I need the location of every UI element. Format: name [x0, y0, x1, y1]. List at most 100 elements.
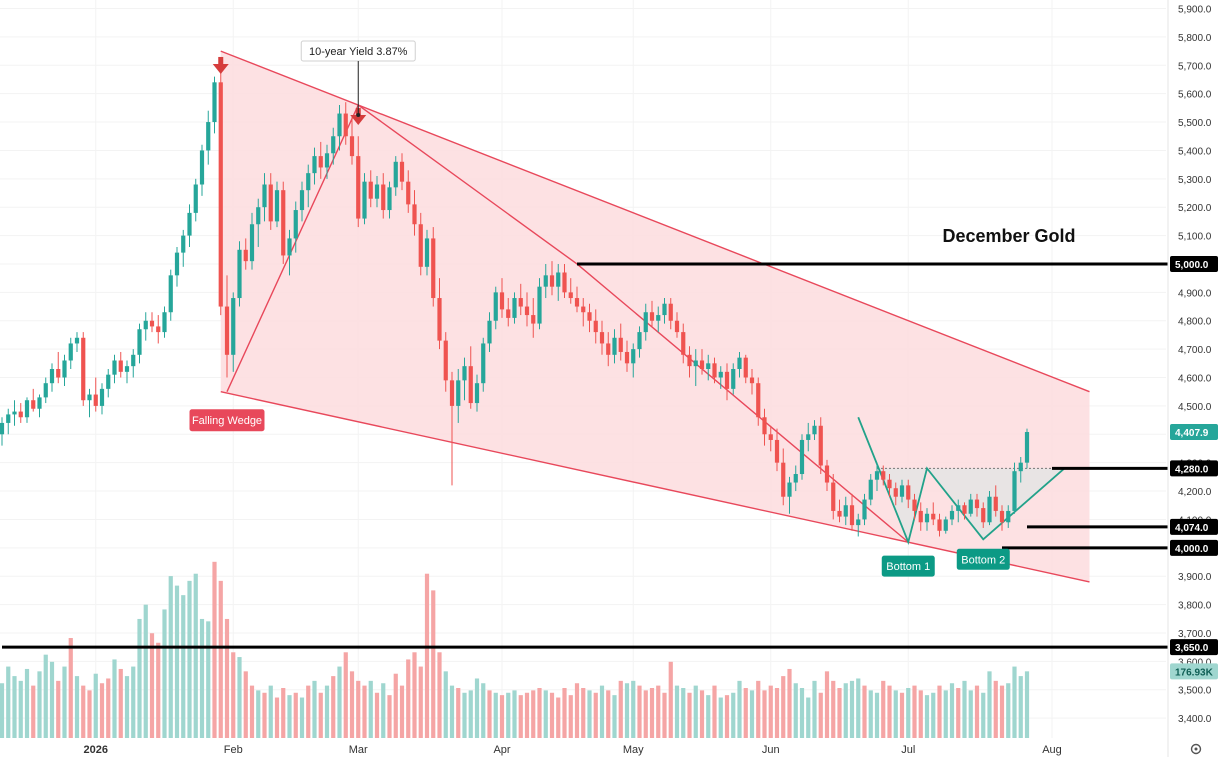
candle-up[interactable] — [43, 383, 48, 398]
candle-up[interactable] — [637, 332, 642, 350]
candle-down[interactable] — [687, 354, 692, 367]
wedge-wave-path[interactable] — [226, 103, 909, 543]
candle-up[interactable] — [6, 414, 11, 423]
candle-down[interactable] — [318, 156, 323, 168]
candle-down[interactable] — [149, 320, 155, 327]
candle-up[interactable] — [131, 354, 136, 367]
candle-down[interactable] — [912, 499, 917, 511]
candle-up[interactable] — [474, 383, 480, 404]
candle-down[interactable] — [587, 312, 592, 321]
candle-up[interactable] — [143, 320, 148, 330]
candle-up[interactable] — [68, 343, 73, 361]
candle-up[interactable] — [793, 474, 798, 483]
candle-down[interactable] — [562, 272, 567, 293]
candle-down[interactable] — [531, 315, 536, 324]
candle-up[interactable] — [212, 82, 217, 123]
candle-up[interactable] — [874, 471, 880, 480]
candle-down[interactable] — [681, 332, 686, 355]
candle-down[interactable] — [674, 320, 680, 333]
candle-down[interactable] — [581, 306, 586, 313]
candle-up[interactable] — [387, 187, 392, 211]
candle-up[interactable] — [256, 207, 261, 225]
candle-down[interactable] — [818, 425, 823, 466]
candle-up[interactable] — [12, 411, 17, 415]
candle-down[interactable] — [756, 383, 761, 418]
candle-up[interactable] — [799, 439, 805, 475]
candle-down[interactable] — [618, 337, 623, 352]
candle-down[interactable] — [624, 351, 630, 364]
candle-up[interactable] — [543, 275, 548, 287]
candle-up[interactable] — [662, 303, 667, 316]
candle-up[interactable] — [656, 315, 661, 321]
candle-down[interactable] — [768, 434, 773, 440]
candle-up[interactable] — [162, 312, 167, 333]
candle-up[interactable] — [812, 425, 817, 435]
candle-down[interactable] — [568, 292, 573, 299]
candle-up[interactable] — [487, 320, 492, 344]
candle-down[interactable] — [962, 505, 967, 514]
candle-up[interactable] — [556, 272, 561, 287]
candle-down[interactable] — [668, 303, 673, 321]
candle-down[interactable] — [224, 306, 230, 355]
candle-up[interactable] — [362, 181, 367, 219]
candle-up[interactable] — [37, 397, 42, 409]
candle-up[interactable] — [112, 360, 117, 375]
candle-down[interactable] — [31, 400, 36, 409]
candle-down[interactable] — [649, 312, 655, 321]
candle-down[interactable] — [993, 496, 998, 511]
candle-down[interactable] — [831, 482, 836, 511]
candle-up[interactable] — [424, 238, 430, 267]
candle-down[interactable] — [431, 238, 436, 299]
candle-up[interactable] — [0, 422, 5, 435]
candle-down[interactable] — [156, 326, 161, 333]
candle-down[interactable] — [268, 184, 273, 222]
candle-down[interactable] — [449, 380, 455, 406]
candle-up[interactable] — [106, 374, 111, 389]
candle-down[interactable] — [349, 136, 355, 157]
candle-down[interactable] — [606, 343, 611, 355]
candle-up[interactable] — [1024, 432, 1030, 463]
candle-up[interactable] — [481, 343, 486, 384]
candle-down[interactable] — [406, 181, 411, 205]
candle-up[interactable] — [274, 190, 280, 222]
candle-down[interactable] — [881, 471, 886, 480]
candle-down[interactable] — [937, 519, 942, 531]
candle-down[interactable] — [774, 439, 780, 463]
candle-up[interactable] — [899, 485, 905, 497]
candle-down[interactable] — [118, 360, 123, 372]
candle-down[interactable] — [437, 298, 442, 341]
candle-up[interactable] — [943, 519, 948, 531]
candle-up[interactable] — [206, 122, 211, 151]
candle-up[interactable] — [306, 173, 311, 191]
candle-up[interactable] — [331, 136, 336, 154]
candle-down[interactable] — [343, 113, 348, 137]
candle-up[interactable] — [1012, 471, 1017, 511]
candle-down[interactable] — [81, 337, 86, 401]
candle-down[interactable] — [93, 394, 98, 406]
candle-down[interactable] — [218, 82, 223, 307]
candle-down[interactable] — [56, 369, 61, 378]
candle-down[interactable] — [524, 306, 530, 316]
candle-up[interactable] — [706, 363, 711, 369]
candle-up[interactable] — [249, 224, 255, 262]
candle-up[interactable] — [293, 210, 298, 239]
candle-up[interactable] — [537, 286, 542, 324]
candle-up[interactable] — [287, 238, 292, 256]
candle-down[interactable] — [974, 499, 980, 509]
candle-down[interactable] — [518, 298, 523, 307]
candle-up[interactable] — [856, 519, 861, 526]
candle-down[interactable] — [931, 513, 936, 520]
candle-up[interactable] — [787, 482, 792, 497]
candle-down[interactable] — [549, 275, 555, 287]
candle-down[interactable] — [849, 505, 855, 526]
candle-up[interactable] — [1006, 510, 1011, 523]
candle-up[interactable] — [62, 360, 67, 378]
candle-up[interactable] — [231, 298, 236, 355]
candle-down[interactable] — [749, 377, 755, 384]
candle-up[interactable] — [731, 369, 736, 389]
candle-up[interactable] — [49, 369, 55, 384]
candle-down[interactable] — [281, 190, 286, 256]
candle-up[interactable] — [324, 153, 330, 168]
candle-up[interactable] — [393, 161, 398, 188]
